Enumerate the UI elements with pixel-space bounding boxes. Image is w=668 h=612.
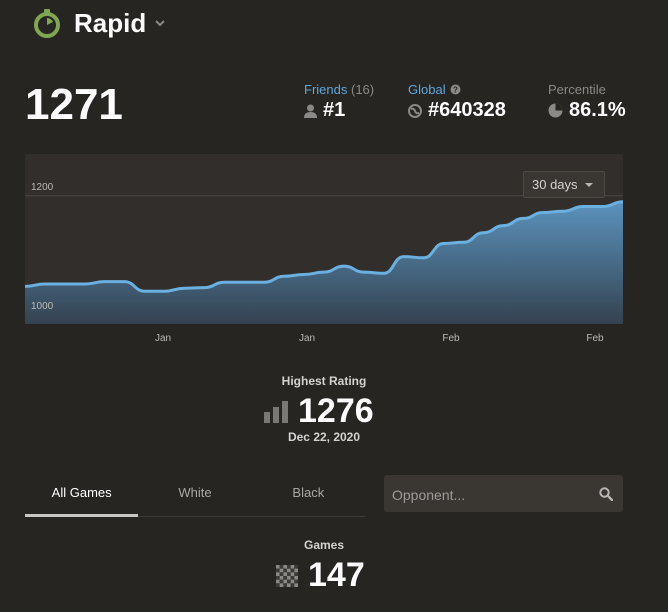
range-select-value: 30 days — [532, 177, 578, 192]
friends-label: Friends (16) — [304, 82, 375, 97]
opponent-search[interactable] — [384, 475, 623, 514]
percentile-stat: Percentile 86.1% — [548, 82, 626, 122]
page-title: Rapid — [74, 7, 147, 38]
friends-rank: #1 — [323, 99, 346, 121]
games-count: 147 — [276, 556, 365, 595]
y-tick-label: 1000 — [31, 301, 54, 312]
opponent-input[interactable] — [384, 475, 594, 514]
search-icon[interactable] — [599, 487, 613, 501]
x-tick-label: Feb — [586, 333, 604, 344]
chessboard-icon — [276, 564, 298, 587]
person-icon — [304, 104, 317, 118]
tab-all-games[interactable]: All Games — [25, 478, 139, 517]
range-select[interactable]: 30 days — [523, 171, 605, 198]
chart-line — [25, 200, 623, 293]
pie-icon — [548, 103, 563, 118]
friends-stat[interactable]: Friends (16) #1 — [304, 82, 374, 122]
highest-rating: 1276 — [264, 392, 374, 431]
tab-black[interactable]: Black — [292, 485, 325, 500]
highest-rating-date: Dec 22, 2020 — [287, 430, 361, 444]
global-rank: #640328 — [428, 99, 506, 121]
highest-rating-value: 1276 — [298, 392, 374, 430]
y-tick-label: 1200 — [31, 182, 54, 193]
rating-chart[interactable]: 1000 1200 30 days — [25, 154, 623, 324]
highest-rating-label: Highest Rating — [281, 374, 367, 388]
chart-area — [25, 201, 623, 324]
tab-white[interactable]: White — [178, 485, 212, 500]
stopwatch-icon — [34, 9, 60, 38]
percentile-label: Percentile — [548, 82, 606, 97]
title-row[interactable]: Rapid — [32, 6, 166, 40]
help-icon[interactable]: ? — [450, 84, 461, 95]
games-value: 147 — [308, 556, 365, 594]
svg-text:?: ? — [453, 86, 458, 95]
chevron-down-icon[interactable] — [154, 17, 166, 29]
globe-icon — [408, 103, 422, 118]
friends-count: (16) — [350, 82, 375, 97]
percentile-value: 86.1% — [569, 99, 626, 121]
caret-down-icon — [585, 183, 593, 187]
x-tick-label: Jan — [298, 333, 316, 344]
x-tick-label: Feb — [442, 333, 460, 344]
chart-svg: 1000 1200 — [25, 182, 623, 324]
global-stat[interactable]: Global ? #640328 — [408, 82, 506, 122]
x-tick-label: Jan — [154, 333, 172, 344]
global-label: Global — [408, 82, 446, 97]
current-rating: 1271 — [25, 80, 123, 129]
games-label: Games — [303, 538, 345, 552]
bar-chart-icon — [264, 400, 288, 423]
game-filter-tabs: All Games White Black — [25, 478, 365, 517]
